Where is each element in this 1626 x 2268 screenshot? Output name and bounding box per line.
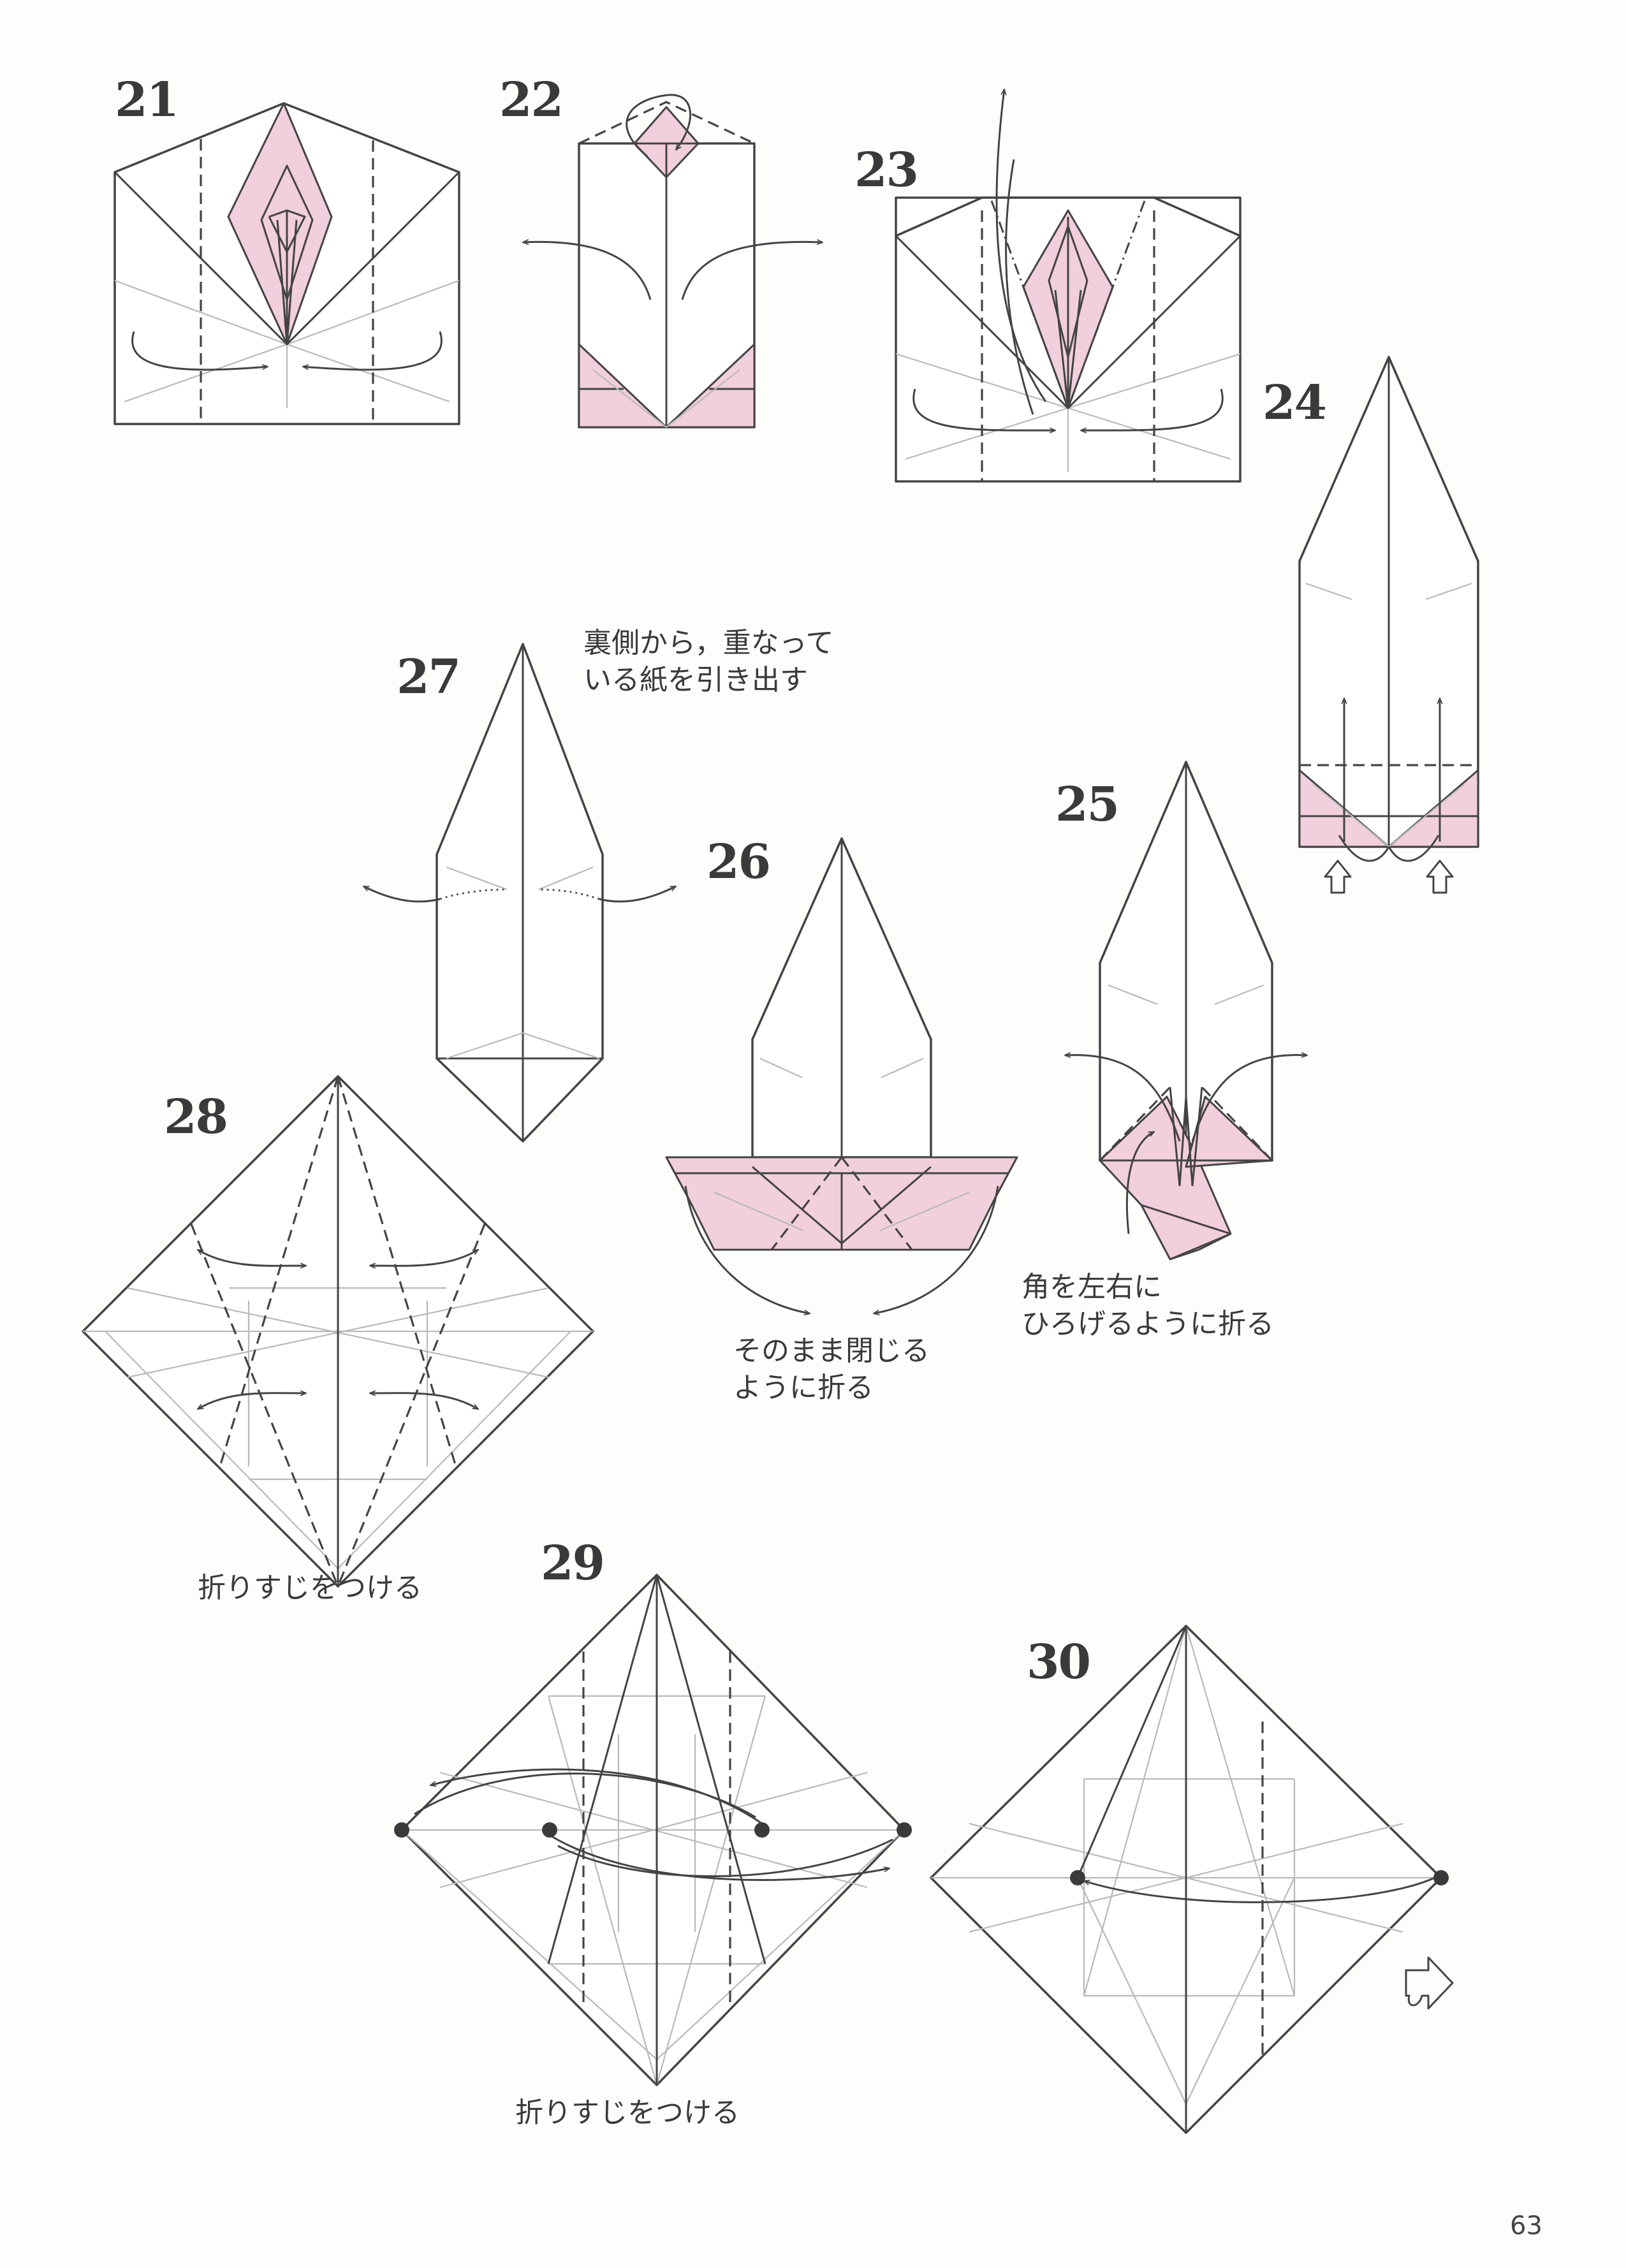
push-arrow-left-icon: [1324, 860, 1352, 894]
step-30-diagram: [930, 1625, 1454, 2134]
reference-dot: [1433, 1870, 1449, 1885]
step-25-note-line: 角を左右に: [1022, 1271, 1162, 1303]
step-26-note-line: ように折る: [733, 1372, 874, 1404]
reference-dot: [1070, 1870, 1085, 1885]
step-28-note: 折りすじをつける: [198, 1570, 422, 1607]
step-27-note-line: 裏側から，重なって: [583, 627, 834, 659]
step-25-note-line: ひろげるように折る: [1022, 1308, 1274, 1340]
step-29-note: 折りすじをつける: [515, 2095, 740, 2132]
step-number-24: 24: [1263, 376, 1327, 430]
step-23-diagram: [895, 89, 1241, 483]
step-29-note-line: 折りすじをつける: [515, 2096, 740, 2129]
step-27-note-line: いる紙を引き出す: [583, 664, 808, 696]
step-number-28: 28: [164, 1090, 228, 1145]
step-number-25: 25: [1055, 777, 1120, 832]
reference-dot: [542, 1822, 557, 1838]
page-number: 63: [1510, 2211, 1542, 2241]
step-number-22: 22: [499, 73, 564, 128]
step-21-diagram: [114, 102, 460, 425]
step-26-diagram: [665, 837, 1018, 1313]
reference-dot: [754, 1822, 770, 1838]
reference-dot: [897, 1822, 912, 1838]
step-number-26: 26: [707, 835, 771, 889]
step-25-note: 角を左右に ひろげるように折る: [1022, 1269, 1274, 1343]
step-27-note: 裏側から，重なって いる紙を引き出す: [583, 625, 833, 699]
push-arrow-right-icon: [1426, 860, 1454, 894]
step-number-21: 21: [115, 73, 179, 128]
step-number-23: 23: [854, 143, 919, 198]
step-28-diagram: [82, 1075, 594, 1588]
step-29-diagram: [394, 1574, 912, 2086]
step-number-30: 30: [1027, 1635, 1091, 1690]
step-27-diagram: [363, 643, 676, 1143]
step-28-note-line: 折りすじをつける: [198, 1572, 422, 1604]
step-26-note: そのまま閉じる ように折る: [733, 1333, 930, 1407]
step-22-diagram: [523, 94, 823, 428]
step-26-note-line: そのまま閉じる: [733, 1335, 930, 1367]
reference-dot: [394, 1822, 409, 1838]
step-number-27: 27: [397, 650, 461, 705]
step-24-diagram: [1298, 356, 1479, 894]
step-25-diagram: [1065, 761, 1307, 1261]
turn-over-icon: [1405, 1956, 1454, 2010]
step-number-29: 29: [541, 1536, 605, 1591]
